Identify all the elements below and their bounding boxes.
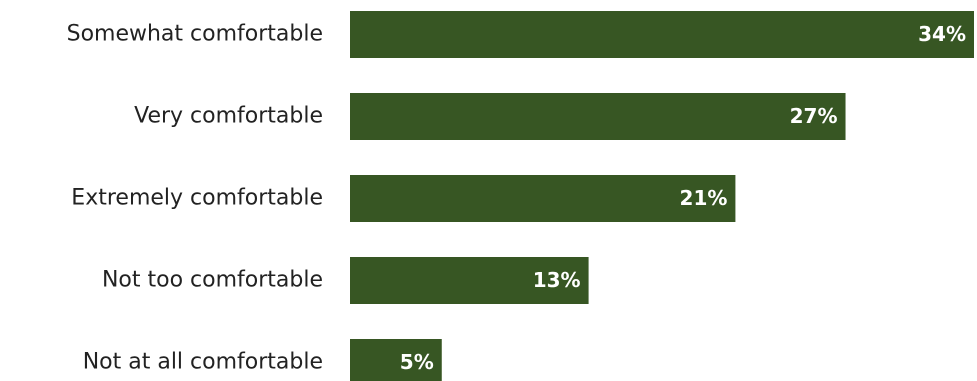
- value-label-somewhat-comfortable: 34%: [918, 22, 966, 46]
- value-label-not-at-all-comfortable: 5%: [400, 350, 434, 374]
- category-label-not-too-comfortable: Not too comfortable: [102, 268, 323, 293]
- value-label-extremely-comfortable: 21%: [680, 186, 728, 210]
- category-label-extremely-comfortable: Extremely comfortable: [71, 186, 323, 211]
- value-labels-group: 34% 27% 21% 13% 5%: [400, 22, 966, 374]
- category-label-somewhat-comfortable: Somewhat comfortable: [67, 22, 323, 47]
- category-label-very-comfortable: Very comfortable: [134, 104, 323, 129]
- category-label-not-at-all-comfortable: Not at all comfortable: [83, 350, 323, 375]
- category-labels-group: Somewhat comfortable Very comfortable Extr…: [67, 22, 323, 375]
- bar-not-at-all-comfortable: [350, 339, 442, 381]
- bar-extremely-comfortable: [350, 175, 736, 222]
- value-label-very-comfortable: 27%: [790, 104, 838, 128]
- bar-not-too-comfortable: [350, 257, 589, 304]
- value-label-not-too-comfortable: 13%: [533, 268, 581, 292]
- bar-very-comfortable: [350, 93, 846, 140]
- bars-group: [350, 11, 974, 381]
- bar-somewhat-comfortable: [350, 11, 974, 58]
